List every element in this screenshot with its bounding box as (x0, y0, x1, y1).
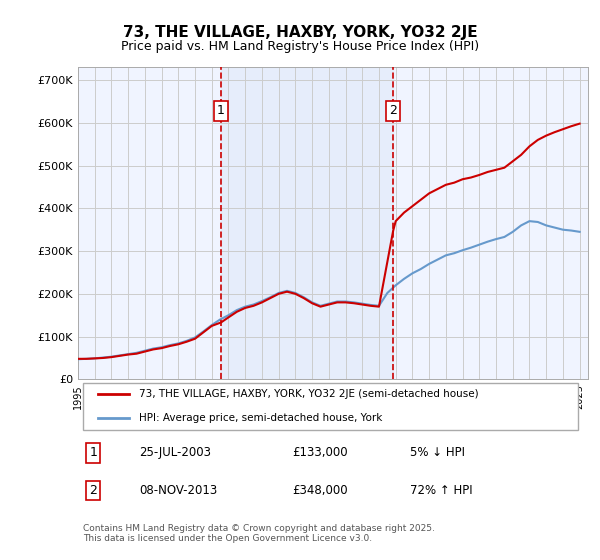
Text: 25-JUL-2003: 25-JUL-2003 (139, 446, 211, 459)
Text: Contains HM Land Registry data © Crown copyright and database right 2025.
This d: Contains HM Land Registry data © Crown c… (83, 524, 435, 543)
Text: 2: 2 (89, 484, 97, 497)
Text: Price paid vs. HM Land Registry's House Price Index (HPI): Price paid vs. HM Land Registry's House … (121, 40, 479, 53)
Text: HPI: Average price, semi-detached house, York: HPI: Average price, semi-detached house,… (139, 413, 383, 423)
Text: 08-NOV-2013: 08-NOV-2013 (139, 484, 217, 497)
Text: 73, THE VILLAGE, HAXBY, YORK, YO32 2JE (semi-detached house): 73, THE VILLAGE, HAXBY, YORK, YO32 2JE (… (139, 389, 479, 399)
Text: 2: 2 (389, 104, 397, 118)
Text: 73, THE VILLAGE, HAXBY, YORK, YO32 2JE: 73, THE VILLAGE, HAXBY, YORK, YO32 2JE (122, 25, 478, 40)
Text: 72% ↑ HPI: 72% ↑ HPI (409, 484, 472, 497)
Bar (221, 67, 393, 379)
Text: 1: 1 (89, 446, 97, 459)
Text: 1: 1 (217, 104, 225, 118)
Text: 5% ↓ HPI: 5% ↓ HPI (409, 446, 464, 459)
Text: £133,000: £133,000 (292, 446, 348, 459)
Text: £348,000: £348,000 (292, 484, 348, 497)
FancyBboxPatch shape (83, 383, 578, 430)
